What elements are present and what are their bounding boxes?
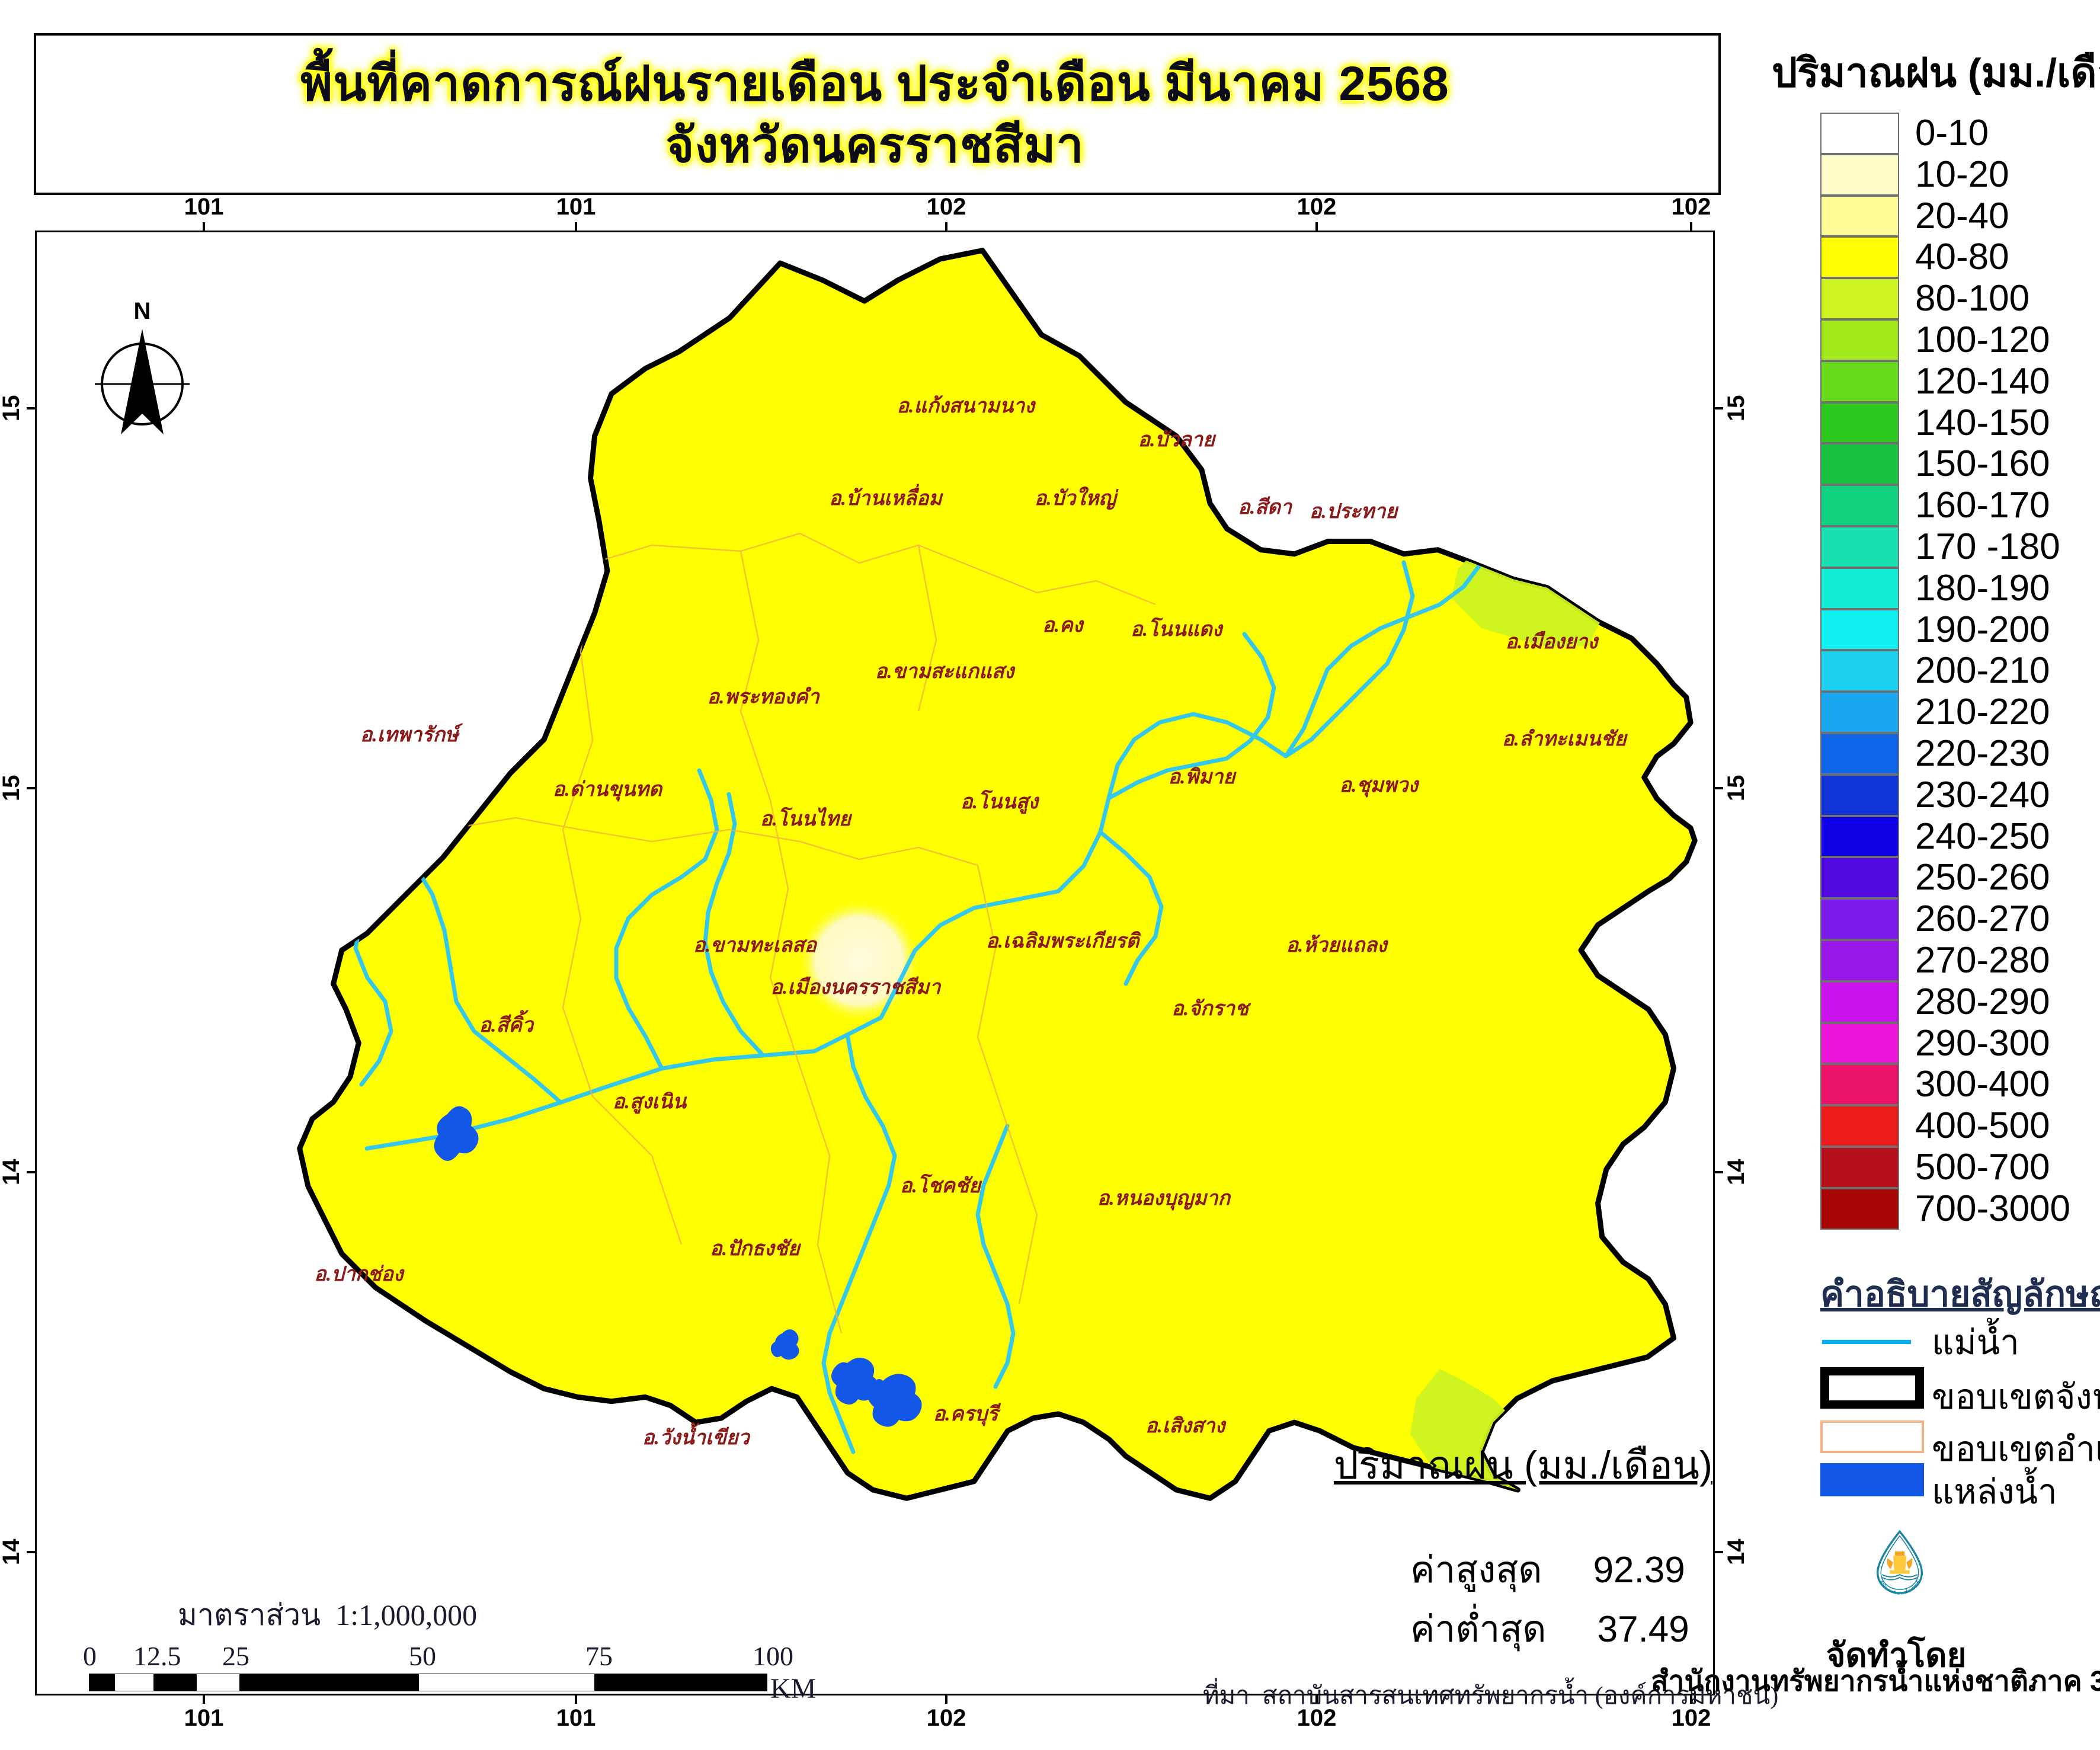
svg-text:N: N [134, 298, 151, 324]
